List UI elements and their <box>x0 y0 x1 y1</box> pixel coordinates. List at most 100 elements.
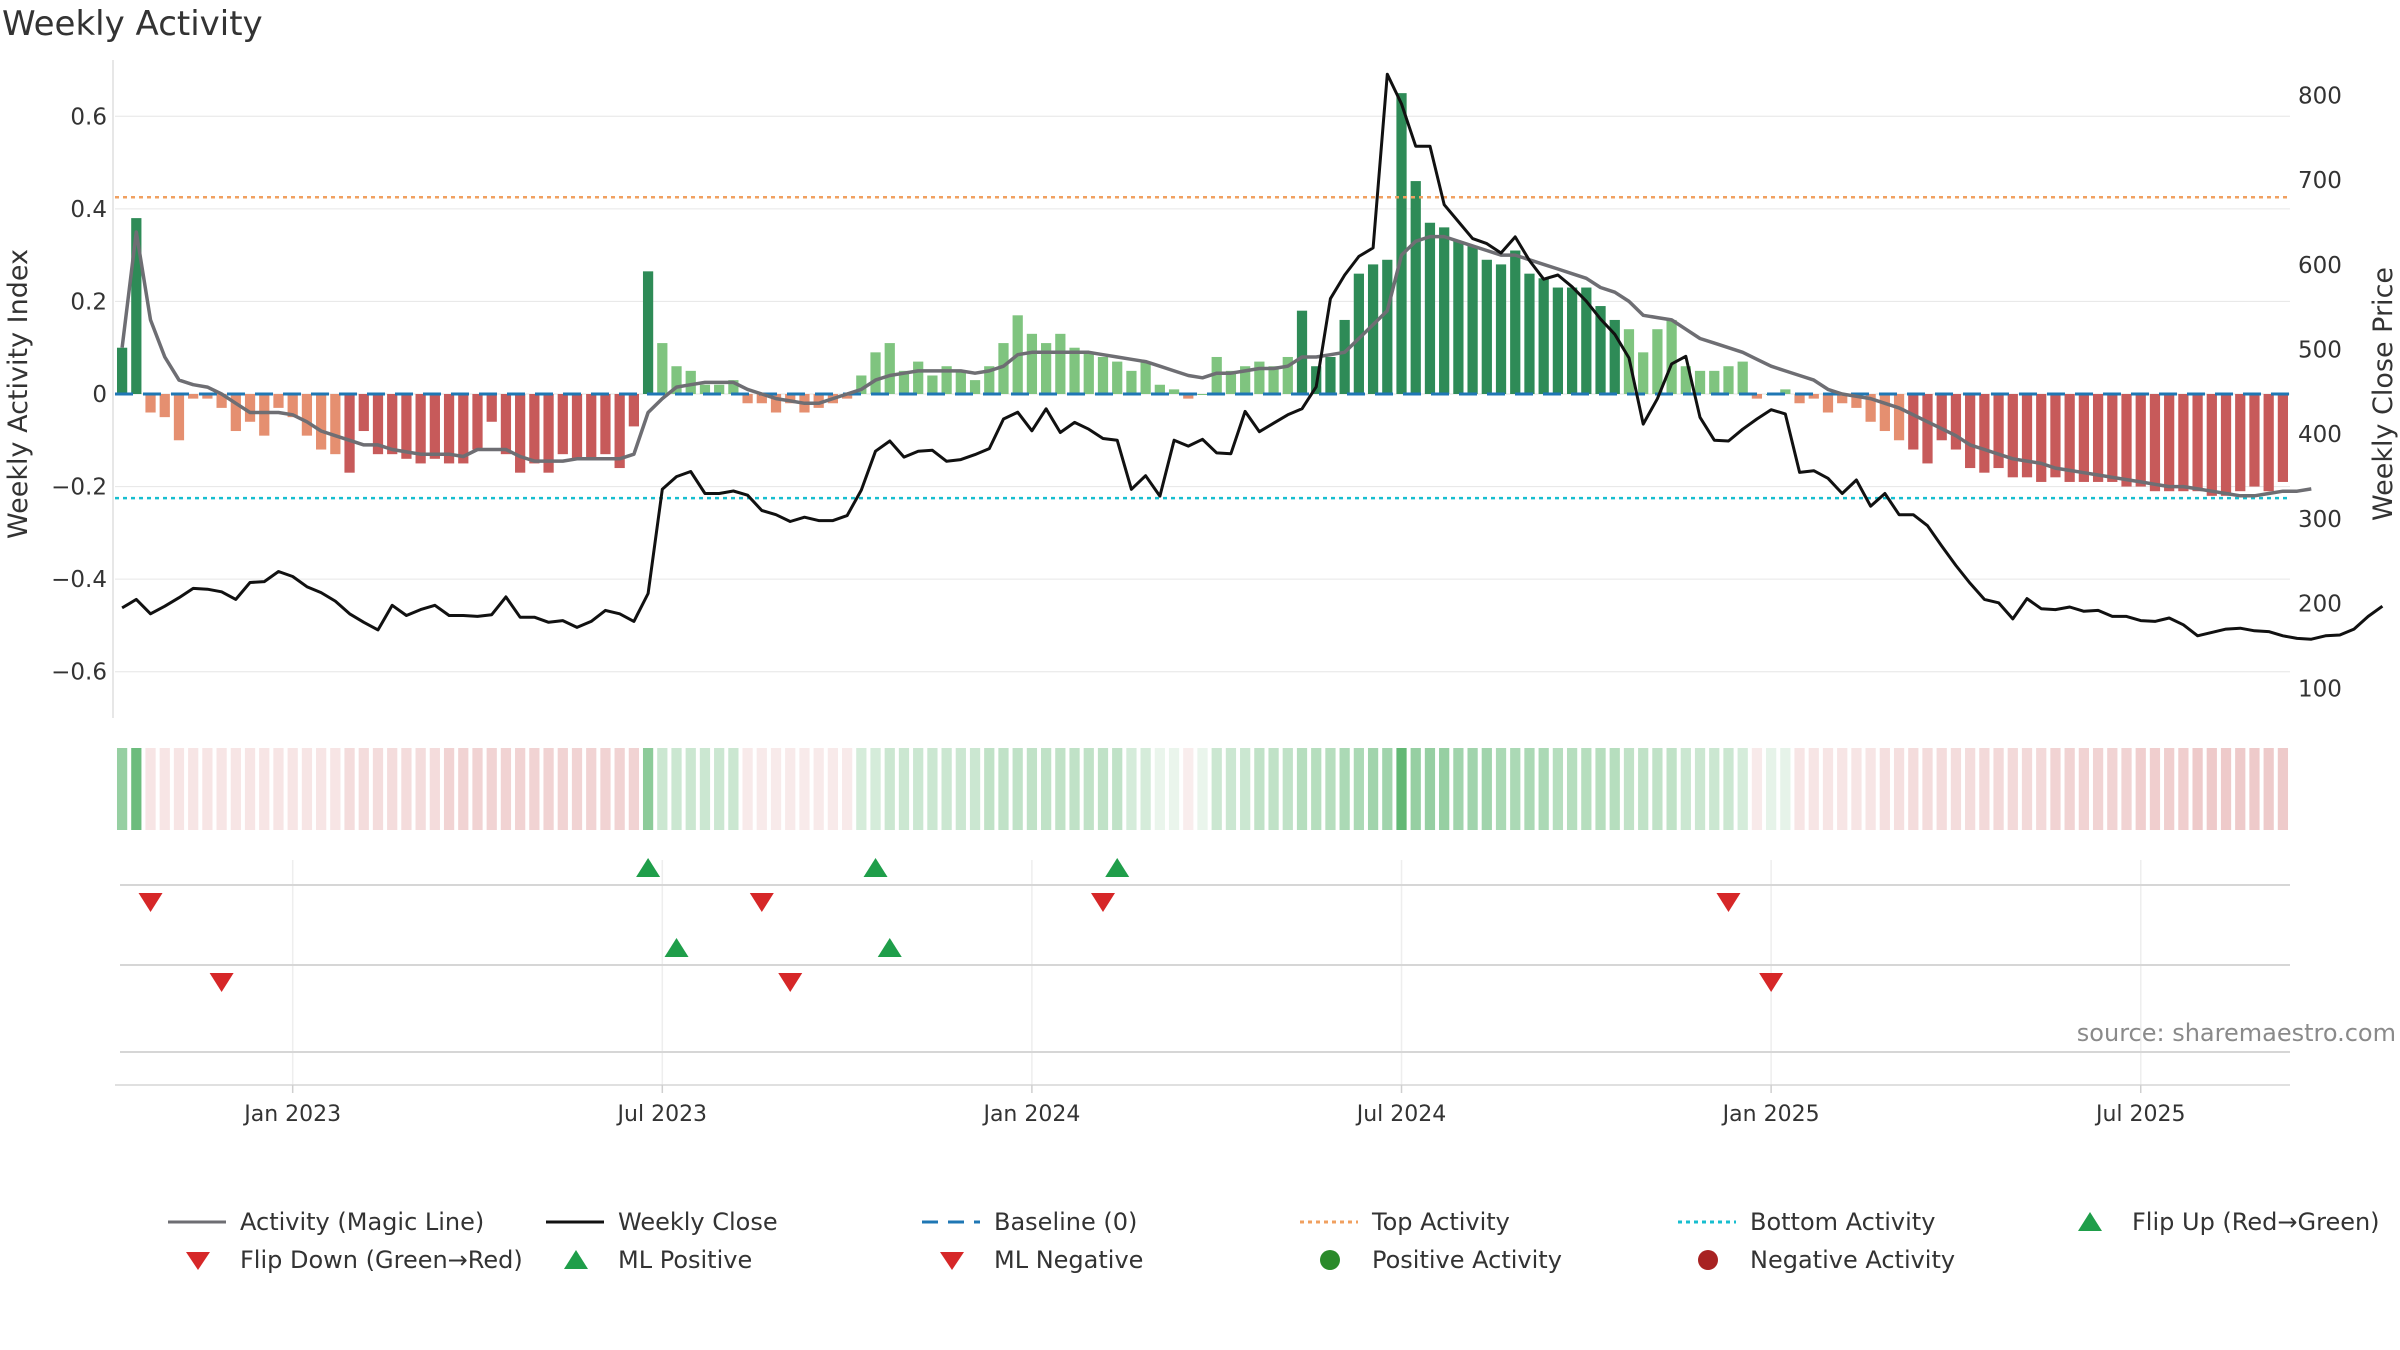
strength-cell <box>2249 748 2260 830</box>
triangle-up-icon <box>2078 1212 2102 1231</box>
strength-cell <box>500 748 512 830</box>
activity-bar <box>259 394 270 436</box>
activity-bar <box>1282 356 1293 394</box>
strength-cell <box>1581 748 1592 830</box>
strength-cell <box>330 748 341 830</box>
strength-cell <box>1424 748 1436 830</box>
activity-bar <box>728 380 739 394</box>
flip-down-marker <box>749 893 774 912</box>
activity-bar <box>1936 394 1947 441</box>
strength-cell <box>230 748 241 830</box>
strength-cell <box>244 748 256 830</box>
strength-cell <box>1538 748 1549 830</box>
activity-bar <box>955 370 966 394</box>
activity-bar <box>2021 394 2033 478</box>
strength-cell <box>1993 748 2004 830</box>
strength-cell <box>131 748 142 830</box>
strength-cell <box>1893 748 1905 830</box>
legend-label: Flip Down (Green→Red) <box>240 1246 523 1274</box>
activity-bar <box>1652 329 1663 394</box>
strength-cell <box>984 748 995 830</box>
activity-bar <box>671 366 682 394</box>
activity-bar <box>486 394 497 422</box>
legend-item: Negative Activity <box>1678 1246 1955 1274</box>
flip-down-marker <box>1090 893 1115 912</box>
activity-bar <box>1296 310 1308 394</box>
activity-bar <box>1168 389 1180 394</box>
right-tick-label: 200 <box>2298 592 2342 618</box>
strength-cell <box>273 748 284 830</box>
strength-cell <box>813 748 824 830</box>
activity-bar <box>614 394 625 469</box>
legend-dashed-line-icon <box>922 1220 980 1224</box>
strength-cell <box>1723 748 1734 830</box>
strength-cell <box>1211 748 1222 830</box>
activity-bar <box>1538 278 1549 394</box>
activity-bar <box>458 394 469 464</box>
strength-cell <box>173 748 185 830</box>
activity-bar <box>1026 333 1038 394</box>
activity-bar <box>301 394 313 436</box>
legend-item: Baseline (0) <box>922 1208 1137 1236</box>
strength-cell <box>1666 748 1677 830</box>
strength-cell <box>358 748 369 830</box>
activity-bar <box>443 394 455 464</box>
activity-bar <box>230 394 241 432</box>
strength-cell <box>2263 748 2274 830</box>
strength-cell <box>1026 748 1038 830</box>
strength-cell <box>898 748 910 830</box>
activity-bar <box>813 394 824 408</box>
strength-cell <box>969 748 981 830</box>
strength-cell <box>1311 748 1322 830</box>
activity-bar <box>2121 394 2132 487</box>
activity-bar <box>1495 264 1507 394</box>
strength-cell <box>2078 748 2089 830</box>
activity-bar <box>2263 394 2274 492</box>
strength-cell <box>600 748 611 830</box>
legend-label: Positive Activity <box>1372 1246 1562 1274</box>
activity-bar <box>131 218 142 394</box>
ml-negative-marker <box>209 973 234 992</box>
activity-bar <box>1922 394 1933 464</box>
strength-cell <box>1240 748 1251 830</box>
strength-cell <box>884 748 895 830</box>
left-tick-label: −0.6 <box>51 660 107 686</box>
circle-icon <box>1698 1250 1718 1270</box>
activity-bar <box>1822 394 1834 413</box>
strength-cell <box>827 748 839 830</box>
legend-item: Top Activity <box>1300 1208 1510 1236</box>
ml-positive-marker <box>877 938 902 957</box>
legend-item: Bottom Activity <box>1678 1208 1935 1236</box>
activity-bar <box>2164 394 2175 492</box>
legend-line-icon <box>546 1220 604 1224</box>
strength-cell <box>2235 748 2246 830</box>
activity-bar <box>202 394 213 399</box>
activity-bar <box>2092 394 2104 482</box>
activity-bar <box>1339 319 1350 394</box>
activity-bar <box>216 394 227 408</box>
activity-bar <box>1353 273 1364 394</box>
activity-bar <box>1908 394 1919 450</box>
activity-bar <box>1424 222 1436 394</box>
activity-bar <box>1112 361 1123 394</box>
right-axis-label: Weekly Close Price <box>2368 267 2399 521</box>
triangle-down-icon <box>940 1252 964 1270</box>
strength-cell <box>1680 748 1691 830</box>
strength-cell <box>1837 748 1848 830</box>
activity-bar <box>372 394 384 455</box>
strength-cell <box>1566 748 1578 830</box>
strength-cell <box>671 748 682 830</box>
activity-bar <box>557 394 568 455</box>
strength-cell <box>2036 748 2047 830</box>
activity-bar <box>841 394 853 399</box>
left-tick-label: 0 <box>92 382 107 408</box>
strength-cell <box>116 748 128 830</box>
strength-cell <box>1268 748 1279 830</box>
activity-bar <box>2249 394 2260 487</box>
strength-cell <box>841 748 853 830</box>
left-tick-label: −0.4 <box>51 567 107 593</box>
activity-bar <box>2007 394 2018 478</box>
activity-bar <box>1211 356 1222 394</box>
strength-cell <box>1353 748 1364 830</box>
legend-label: Weekly Close <box>618 1208 778 1236</box>
